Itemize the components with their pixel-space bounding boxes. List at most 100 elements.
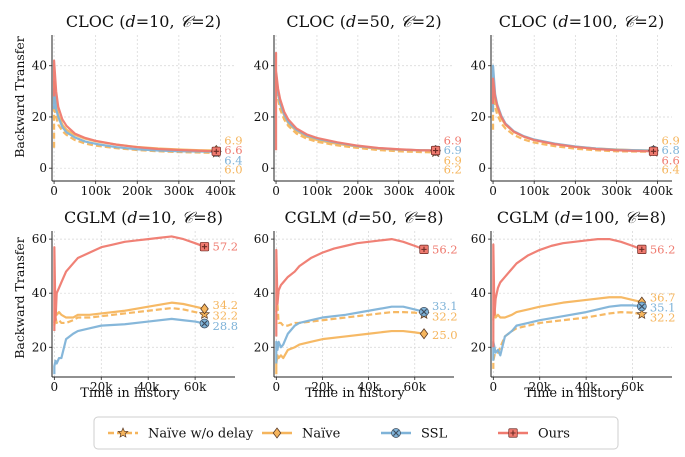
panel-3-series-na-ve-w-o-delay bbox=[53, 306, 205, 326]
panel-0-end-label-3: 6.0 bbox=[224, 163, 242, 177]
legend-marker-ssl-cross bbox=[393, 430, 399, 436]
panel-2-xtick-label-4: 400k bbox=[643, 184, 674, 198]
panel-4-marker-ours-cross bbox=[421, 246, 427, 252]
panel-0-title-part-4: =2) bbox=[191, 12, 221, 31]
panel-4-xtick-label-0: 0 bbox=[272, 380, 280, 394]
panel-1-title-part-4: =2) bbox=[412, 12, 442, 31]
panel-1-series-na-ve-w-o-delay bbox=[274, 80, 436, 154]
panel-4-title-part-0: CGLM ( bbox=[284, 208, 347, 227]
panel-5-title-part-2: =100, bbox=[570, 208, 624, 227]
panel-4-title-part-4: =8) bbox=[414, 208, 444, 227]
panel-2-ytick-label-0: 0 bbox=[478, 161, 486, 175]
panel-5-title: CGLM (d=100, 𝒞=8) bbox=[497, 208, 666, 227]
panel-4-xtick-label-3: 60k bbox=[403, 380, 426, 394]
panel-3-xtick-label-2: 40k bbox=[137, 380, 160, 394]
panel-3: 0 20k 40k 60k 20 40 60 CGLM (d=10, 𝒞=8) 57.2 34.2… bbox=[32, 208, 238, 394]
panel-5-end-label-0: 56.2 bbox=[650, 242, 676, 256]
panel-1-xtick-label-3: 300k bbox=[384, 184, 415, 198]
xlabel-middle: Time in history bbox=[305, 386, 405, 401]
panel-0-marker-ours bbox=[211, 146, 221, 156]
panel-3-xtick-label-3: 60k bbox=[184, 380, 207, 394]
panel-5-title-part-1: d bbox=[560, 208, 570, 227]
panel-3-title-part-4: =8) bbox=[193, 208, 223, 227]
panel-0-xtick-label-3: 300k bbox=[164, 184, 195, 198]
xlabel-left: Time in history bbox=[80, 386, 180, 401]
panel-3-marker-ours-cross bbox=[201, 244, 208, 250]
panel-5-xtick-label-2: 40k bbox=[575, 380, 598, 394]
panel-5-end-label-1: 36.7 bbox=[650, 291, 676, 305]
legend-label-ours: Ours bbox=[538, 427, 570, 442]
panel-1-ytick-label-1: 20 bbox=[254, 110, 269, 124]
panel-1-series-ssl bbox=[274, 73, 436, 152]
panel-4-end-label-0: 56.2 bbox=[432, 242, 458, 256]
panel-2-ytick-label-1: 20 bbox=[471, 110, 486, 124]
panel-2-series-ssl bbox=[491, 64, 654, 152]
legend-label-na-ve-w-o-delay: Naïve w/o delay bbox=[148, 427, 254, 442]
panel-4-end-label-2: 32.2 bbox=[432, 310, 458, 324]
panel-4-title-part-1: d bbox=[348, 208, 358, 227]
panel-5-marker-ssl-cross bbox=[638, 303, 645, 310]
legend-marker-na-ve-w-o-delay bbox=[117, 427, 129, 438]
panel-3-xtick-label-1: 20k bbox=[90, 380, 113, 394]
panel-1: 0 100k 200k 300k 400k 0 20 40 CLOC (d=50, 𝒞=2) 6.… bbox=[254, 12, 462, 198]
legend-item-ours: Ours bbox=[498, 427, 570, 442]
panel-1-xtick-label-2: 200k bbox=[343, 184, 374, 198]
panel-4-xtick-label-1: 20k bbox=[311, 380, 334, 394]
panel-1-series-na-ve bbox=[274, 75, 436, 152]
panel-4-title-part-2: =50, bbox=[358, 208, 402, 227]
panel-4: 0 20k 40k 60k 20 40 60 CGLM (d=50, 𝒞=8) 56.2 33.1… bbox=[254, 208, 458, 394]
panel-1-series-ours bbox=[274, 51, 436, 152]
panel-1-ytick-label-2: 40 bbox=[254, 59, 269, 73]
panel-0-series-ours bbox=[52, 59, 217, 153]
panel-5-marker-ssl bbox=[636, 301, 647, 312]
panel-2: 0 100k 200k 300k 400k 0 20 40 CLOC (d=100, 𝒞=2) 6… bbox=[471, 12, 680, 198]
panel-3-title-part-0: CGLM ( bbox=[64, 208, 127, 227]
panel-5-series-ours bbox=[492, 238, 643, 348]
panel-0-series-ssl bbox=[52, 87, 217, 153]
panel-5-marker-ours-cross bbox=[639, 246, 645, 252]
panel-2-title-part-4: =2) bbox=[634, 12, 664, 31]
panel-5-ytick-label-1: 40 bbox=[471, 286, 486, 300]
panel-2-series-na-ve-w-o-delay bbox=[491, 95, 654, 153]
panel-1-end-label-1: 6.9 bbox=[444, 143, 462, 157]
panel-4-marker-na-ve-shape bbox=[419, 328, 429, 340]
legend-marker-ours-cross bbox=[510, 430, 516, 436]
panel-4-marker-na-ve bbox=[419, 328, 429, 340]
panel-3-series-ssl bbox=[53, 317, 205, 375]
panel-2-title-part-1: d bbox=[558, 12, 568, 31]
panel-2-title: CLOC (d=100, 𝒞=2) bbox=[499, 12, 664, 31]
panel-3-title-part-2: =10, bbox=[138, 208, 182, 227]
panel-5-xtick-label-3: 60k bbox=[621, 380, 644, 394]
panel-2-end-label-3: 6.4 bbox=[661, 163, 679, 177]
legend-label-na-ve: Naïve bbox=[302, 427, 341, 442]
panel-5-xtick-label-0: 0 bbox=[490, 380, 498, 394]
panel-1-marker-ours-cross bbox=[432, 147, 439, 154]
panel-0-title-part-1: d bbox=[125, 12, 135, 31]
panel-3-series-ours bbox=[53, 235, 205, 332]
panel-4-ytick-label-0: 20 bbox=[254, 340, 269, 354]
panel-3-marker-na-ve bbox=[200, 303, 209, 315]
panel-4-marker-ours bbox=[419, 244, 429, 254]
panel-3-ytick-label-2: 60 bbox=[32, 232, 47, 246]
panel-1-title-part-2: =50, bbox=[356, 12, 400, 31]
panel-2-xtick-label-2: 200k bbox=[560, 184, 591, 198]
legend-marker-ours bbox=[508, 428, 518, 438]
panel-3-title-part-1: d bbox=[127, 208, 137, 227]
panel-2-series-ours bbox=[491, 77, 654, 153]
panel-4-end-label-1: 33.1 bbox=[432, 299, 458, 313]
panel-2-xtick-label-1: 100k bbox=[519, 184, 550, 198]
legend-frame bbox=[93, 416, 619, 450]
legend: Naïve w/o delay Naïve SSL Ours bbox=[93, 416, 619, 450]
panel-3-xtick-label-0: 0 bbox=[51, 380, 59, 394]
panel-5-title-part-4: =8) bbox=[636, 208, 666, 227]
panel-5-series-na-ve bbox=[492, 296, 643, 321]
panel-0-end-label-0: 6.9 bbox=[224, 134, 242, 148]
panel-5-xtick-label-1: 20k bbox=[528, 380, 551, 394]
panel-2-ytick-label-2: 40 bbox=[471, 59, 486, 73]
panel-3-end-label-3: 28.8 bbox=[213, 319, 239, 333]
panel-4-ytick-label-1: 40 bbox=[254, 286, 269, 300]
panel-0: 0 100k 200k 300k 400k 0 20 40 CLOC (d=10, 𝒞=2) 6.… bbox=[32, 12, 243, 198]
panel-3-end-label-1: 34.2 bbox=[213, 298, 239, 312]
panel-0-ytick-label-1: 20 bbox=[32, 110, 47, 124]
